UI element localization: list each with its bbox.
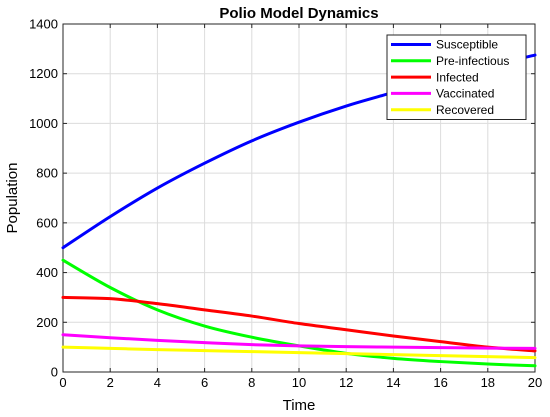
x-axis-label: Time (283, 397, 316, 414)
x-tick-label: 8 (248, 375, 255, 390)
y-axis-label: Population (4, 163, 21, 234)
x-tick-label: 12 (339, 375, 353, 390)
legend-label-susceptible: Susceptible (436, 38, 498, 52)
legend-label-pre-infectious: Pre-infectious (436, 54, 509, 68)
y-axis-ticks: 0 200 400 600 800 1000 1200 1400 (29, 17, 535, 380)
series-line-vaccinated (61, 333, 537, 350)
y-tick-label: 600 (36, 215, 58, 230)
y-tick-label: 0 (51, 365, 58, 380)
x-tick-label: 6 (201, 375, 208, 390)
x-tick-label: 16 (433, 375, 447, 390)
y-tick-label: 400 (36, 265, 58, 280)
y-tick-label: 1000 (29, 116, 58, 131)
series-line-infected (61, 295, 537, 353)
legend-label-recovered: Recovered (436, 103, 494, 117)
legend-label-infected: Infected (436, 70, 479, 84)
y-tick-label: 800 (36, 166, 58, 181)
x-tick-label: 10 (292, 375, 306, 390)
x-tick-label: 20 (528, 375, 542, 390)
y-tick-label: 200 (36, 315, 58, 330)
legend: Susceptible Pre-infectious Infected Vaccina… (386, 34, 527, 120)
x-tick-label: 2 (107, 375, 114, 390)
x-axis-ticks: 0 2 4 6 8 10 12 14 16 18 20 (59, 24, 542, 390)
x-tick-label: 4 (154, 375, 161, 390)
x-tick-label: 18 (481, 375, 495, 390)
x-tick-label: 0 (59, 375, 66, 390)
y-tick-label: 1400 (29, 17, 58, 32)
legend-label-vaccinated: Vaccinated (436, 87, 494, 101)
x-tick-label: 14 (386, 375, 400, 390)
series-line-recovered (61, 345, 537, 360)
chart-title: Polio Model Dynamics (219, 5, 378, 22)
y-tick-label: 1200 (29, 66, 58, 81)
